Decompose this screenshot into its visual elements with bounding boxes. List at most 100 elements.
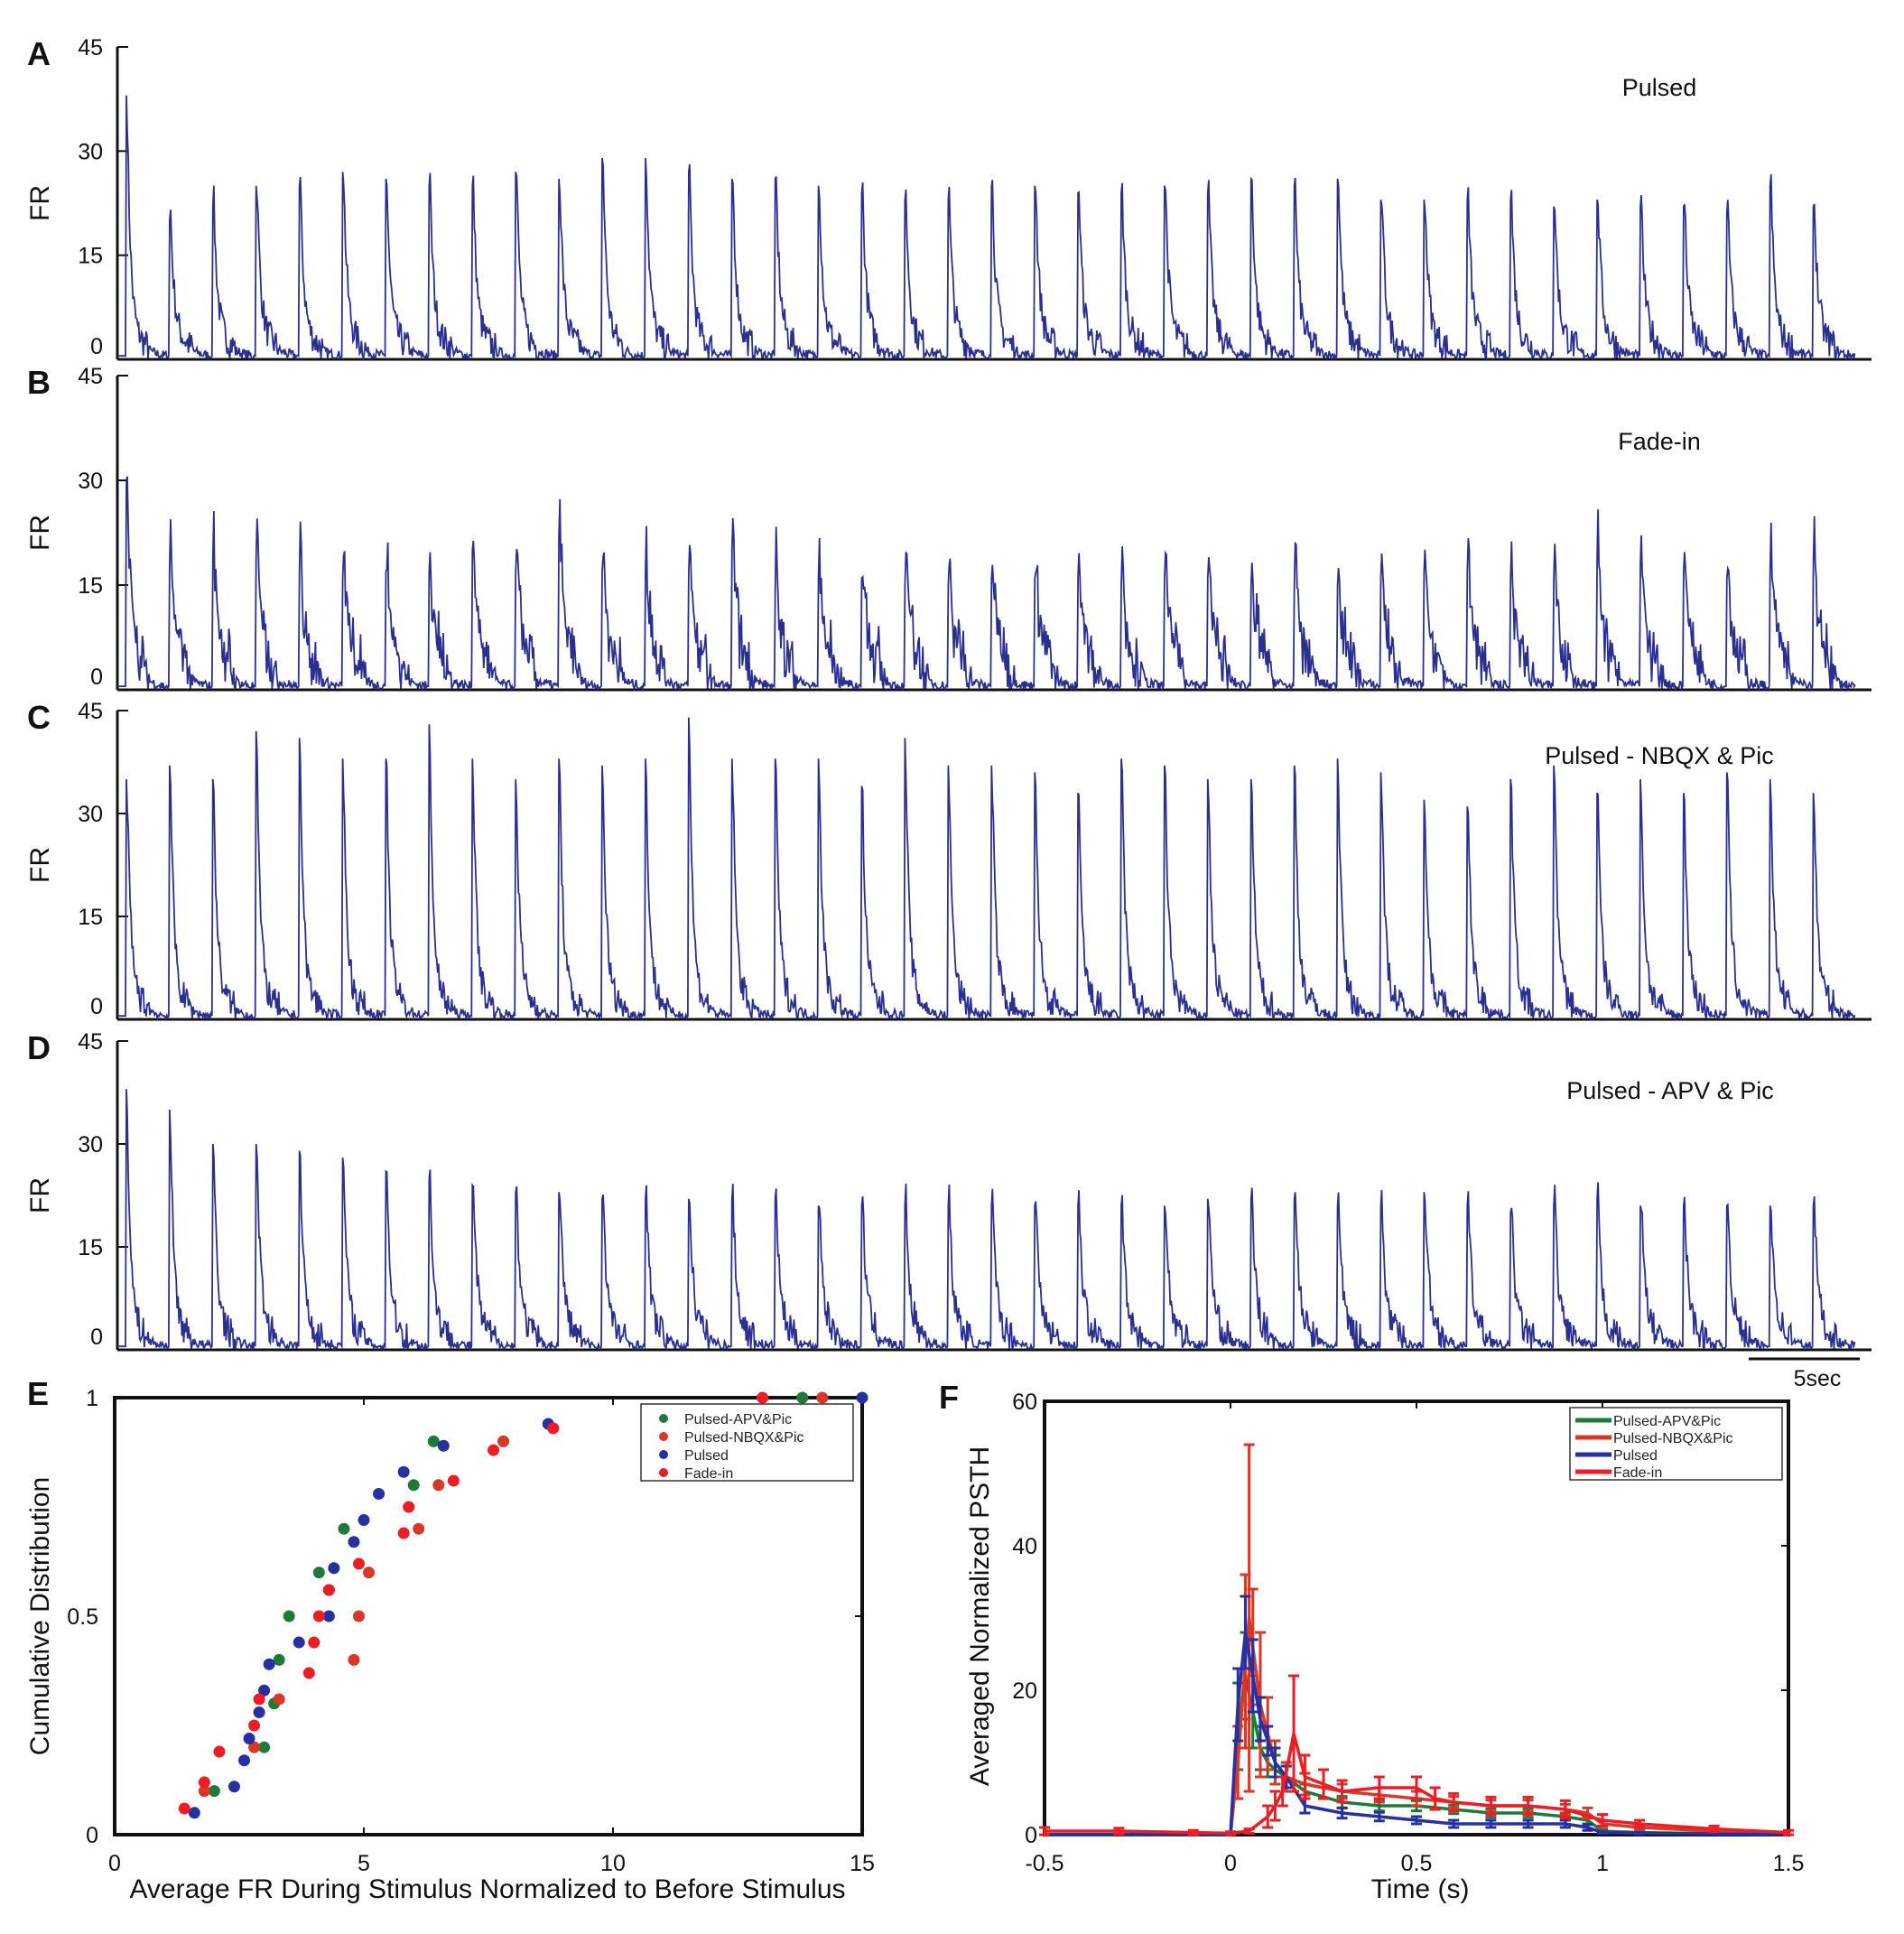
y-tick-label: 1 <box>86 1386 98 1411</box>
y-tick-label: 30 <box>78 469 103 494</box>
y-tick-label: 0 <box>90 1325 103 1350</box>
panel-title: Pulsed <box>1622 74 1697 101</box>
y-tick-label: 0 <box>1025 1823 1037 1848</box>
data-point <box>407 1479 420 1492</box>
y-tick-label: 0 <box>86 1823 98 1848</box>
legend-marker <box>659 1468 668 1477</box>
data-point <box>856 1391 868 1404</box>
data-point <box>363 1567 376 1579</box>
y-tick-label: 15 <box>78 905 103 930</box>
x-tick-label: -0.5 <box>1025 1851 1063 1876</box>
y-tick-label: 0 <box>90 334 103 359</box>
y-tick-label: 45 <box>78 699 103 724</box>
data-point <box>198 1776 210 1789</box>
data-point <box>253 1693 265 1706</box>
x-tick-label: 0.5 <box>1401 1851 1433 1876</box>
data-point <box>348 1653 360 1666</box>
y-tick-label: 15 <box>78 244 103 269</box>
data-point <box>248 1741 261 1753</box>
firing-rate-trace <box>117 1089 1856 1353</box>
data-point <box>497 1435 510 1447</box>
data-point <box>248 1719 261 1732</box>
y-tick-label: 45 <box>78 35 103 60</box>
series-3 <box>1039 1674 1794 1836</box>
panel-letter: D <box>27 1029 51 1066</box>
x-tick-label: 0 <box>108 1851 121 1876</box>
y-axis-label: Cumulative Distribution <box>25 1477 55 1755</box>
legend-entry: Pulsed-APV&Pic <box>684 1412 792 1427</box>
data-point <box>198 1785 210 1798</box>
data-point <box>796 1391 809 1404</box>
data-point <box>447 1474 460 1487</box>
y-tick-label: 15 <box>78 573 103 599</box>
legend <box>1569 1407 1783 1481</box>
data-point <box>293 1636 305 1649</box>
psth-line <box>1045 1632 1789 1836</box>
data-point <box>328 1562 340 1575</box>
y-tick-label: 60 <box>1012 1390 1037 1415</box>
data-point <box>322 1584 335 1596</box>
panel-title: Fade-in <box>1618 428 1701 455</box>
panel-e <box>113 1391 868 1836</box>
firing-rate-trace <box>117 717 1856 1021</box>
data-point <box>358 1514 370 1527</box>
x-axis-label: Average FR During Stimulus Normalized to… <box>129 1874 845 1904</box>
legend-entry: Fade-in <box>1613 1465 1662 1481</box>
data-point <box>488 1444 500 1456</box>
panel-a <box>116 46 1871 361</box>
y-tick-label: 0 <box>90 994 103 1019</box>
panel-letter: C <box>27 699 51 736</box>
x-tick-label: 0 <box>1224 1851 1237 1876</box>
x-tick-label: 1 <box>1596 1851 1609 1876</box>
y-tick-label: 45 <box>78 364 103 389</box>
data-point <box>188 1807 200 1819</box>
firing-rate-trace <box>116 95 1856 361</box>
data-point <box>243 1733 255 1745</box>
legend-marker <box>659 1414 668 1423</box>
scale-bar-label: 5sec <box>1794 1366 1842 1391</box>
data-point <box>238 1754 251 1767</box>
data-point <box>547 1422 560 1435</box>
panel-letter: B <box>27 364 51 401</box>
y-tick-label: 30 <box>78 802 103 827</box>
data-point <box>432 1479 445 1492</box>
legend-marker <box>659 1432 668 1441</box>
data-point <box>258 1741 271 1753</box>
data-point <box>397 1527 410 1539</box>
panel-letter: F <box>939 1379 959 1416</box>
y-axis-label: FR <box>25 1177 55 1213</box>
data-point <box>373 1487 385 1500</box>
data-point <box>273 1653 285 1666</box>
data-point <box>273 1693 285 1706</box>
y-tick-label: 20 <box>1012 1678 1037 1704</box>
legend-box <box>640 1403 854 1482</box>
panel-letter: A <box>27 35 51 72</box>
data-point <box>413 1522 425 1535</box>
data-point <box>427 1435 440 1447</box>
panel-title: Pulsed - NBQX & Pic <box>1545 742 1774 769</box>
panel-b <box>116 375 1871 693</box>
series-2 <box>1045 1595 1789 1836</box>
data-point <box>397 1465 410 1478</box>
data-point <box>322 1610 335 1623</box>
data-point <box>263 1658 275 1670</box>
legend-entry: Fade-in <box>684 1466 733 1482</box>
y-axis-label: FR <box>25 185 55 221</box>
legend-marker <box>659 1450 668 1459</box>
y-tick-label: 40 <box>1012 1534 1037 1559</box>
data-point <box>253 1706 265 1718</box>
x-tick-label: 1.5 <box>1773 1851 1805 1876</box>
x-tick-label: 5 <box>358 1851 370 1876</box>
panel-c <box>116 710 1871 1021</box>
data-point <box>437 1439 450 1452</box>
data-point <box>403 1501 415 1513</box>
y-tick-label: 30 <box>78 139 103 164</box>
panel-f <box>1039 1399 1794 1836</box>
data-point <box>352 1610 365 1623</box>
y-tick-label: 45 <box>78 1029 103 1055</box>
data-point <box>228 1781 240 1793</box>
y-tick-label: 30 <box>78 1132 103 1158</box>
data-point <box>258 1684 271 1697</box>
data-point <box>178 1802 190 1815</box>
